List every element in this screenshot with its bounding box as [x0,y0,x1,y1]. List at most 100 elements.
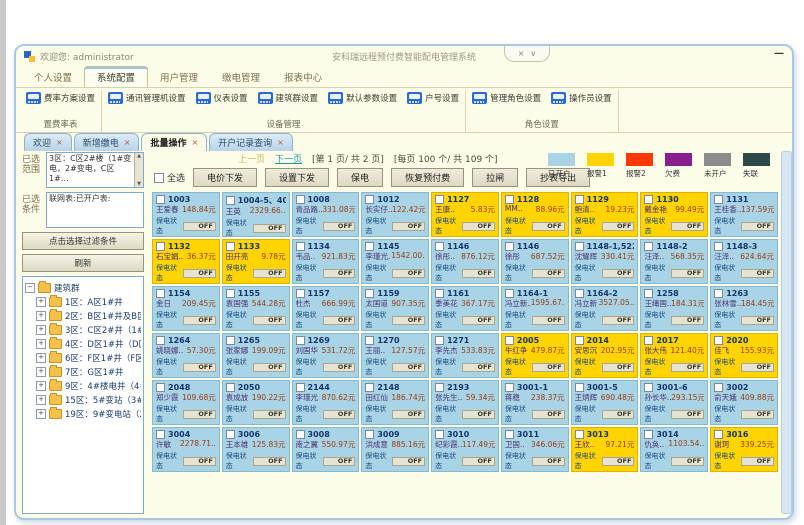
action-button-拉闸[interactable]: 拉闸 [472,168,519,187]
vertical-scrollbar[interactable] [781,151,792,514]
card-checkbox[interactable] [644,195,654,204]
card-checkbox[interactable] [435,289,445,298]
close-icon[interactable]: × [277,138,284,147]
ribbon-button-费率方案设置[interactable]: 费率方案设置 [26,92,95,104]
card-checkbox[interactable] [435,430,445,439]
card-checkbox[interactable] [295,289,305,298]
card-checkbox[interactable] [225,430,235,439]
protect-power-toggle[interactable]: OFF [252,456,286,466]
protect-power-toggle[interactable]: OFF [741,315,774,325]
action-button-保电[interactable]: 保电 [337,168,384,187]
close-icon[interactable]: × [123,138,131,147]
protect-power-toggle[interactable]: OFF [741,221,774,231]
card-checkbox[interactable] [156,383,165,392]
card-checkbox[interactable] [504,430,514,439]
protect-power-toggle[interactable]: OFF [462,221,495,231]
tab-开户记录查询[interactable]: 开户记录查询 × [209,133,293,151]
card-checkbox[interactable] [365,242,375,251]
protect-power-toggle[interactable]: OFF [671,221,705,231]
protect-power-toggle[interactable]: OFF [462,315,495,325]
card-checkbox[interactable] [295,383,305,392]
expand-icon[interactable]: + [36,353,46,363]
protect-power-toggle[interactable]: OFF [601,315,635,325]
card-checkbox[interactable] [295,195,305,204]
tree-node[interactable]: +7区：G区1#井 [25,365,141,378]
card-checkbox[interactable] [365,195,375,204]
building-tree[interactable]: −建筑群+1区：A区1#井+2区：B区1#井及B区1#+3区：C区2#井（1#变… [22,276,144,514]
protect-power-toggle[interactable]: OFF [741,456,774,466]
protect-power-toggle[interactable]: OFF [182,362,216,372]
protect-power-toggle[interactable]: OFF [182,268,216,278]
card-checkbox[interactable] [295,430,305,439]
ribbon-button-通讯管理机设置[interactable]: 通讯管理机设置 [108,92,186,104]
card-checkbox[interactable] [644,289,654,298]
action-button-恢复预付费[interactable]: 恢复预付费 [391,168,465,187]
protect-power-toggle[interactable]: OFF [462,409,495,419]
card-checkbox[interactable] [365,289,375,298]
expand-icon[interactable]: + [36,311,46,321]
protect-power-toggle[interactable]: OFF [182,409,216,419]
tree-node[interactable]: +6区：F区1#井（F区1# [25,351,141,364]
protect-power-toggle[interactable]: OFF [601,221,635,231]
meter-card[interactable]: 1148-2汪泽..568.35元保电状态OFF合闸状态ON [640,239,709,284]
close-icon[interactable]: × [517,49,525,58]
tree-node[interactable]: +15区：5#变站（3#变 [25,393,141,406]
titlebar-toggle-pill[interactable]: × ∨ [504,46,550,62]
close-icon[interactable]: × [191,138,199,147]
card-checkbox[interactable] [225,383,235,392]
protect-power-toggle[interactable]: OFF [531,221,565,231]
collapse-icon[interactable]: − [25,283,35,293]
card-checkbox[interactable] [714,242,724,251]
expand-icon[interactable]: + [36,381,46,391]
card-checkbox[interactable] [504,383,514,392]
menu-tab-缴电管理[interactable]: 缴电管理 [222,73,261,84]
selected-range-box[interactable]: 3区：C区2#楼（1#变电，2#变电，C区1#… ▲ ▼ [46,152,144,188]
card-checkbox[interactable] [435,336,445,345]
protect-power-toggle[interactable]: OFF [252,315,286,325]
ribbon-button-操作员设置[interactable]: 操作员设置 [551,92,612,104]
protect-power-toggle[interactable]: OFF [531,362,565,372]
protect-power-toggle[interactable]: OFF [601,268,635,278]
card-checkbox[interactable] [714,336,724,345]
card-checkbox[interactable] [644,430,654,439]
card-checkbox[interactable] [365,336,375,345]
protect-power-toggle[interactable]: OFF [322,315,356,325]
protect-power-toggle[interactable]: OFF [252,268,286,278]
tab-欢迎[interactable]: 欢迎 × [24,133,72,151]
card-checkbox[interactable] [156,336,165,345]
card-checkbox[interactable] [225,289,235,298]
protect-power-toggle[interactable]: OFF [322,268,356,278]
card-checkbox[interactable] [295,242,305,251]
protect-power-toggle[interactable]: OFF [182,456,216,466]
expand-icon[interactable]: + [36,297,46,307]
card-checkbox[interactable] [504,195,514,204]
tree-root[interactable]: − 建筑群 [25,281,141,294]
protect-power-toggle[interactable]: OFF [671,315,705,325]
minimize-button[interactable]: — [774,48,784,59]
card-checkbox[interactable] [365,383,375,392]
protect-power-toggle[interactable]: OFF [392,362,426,372]
protect-power-toggle[interactable]: OFF [392,409,426,419]
tree-node[interactable]: +4区：D区1#井（D区1 [25,337,141,350]
card-checkbox[interactable] [156,195,165,204]
card-checkbox[interactable] [225,242,235,251]
